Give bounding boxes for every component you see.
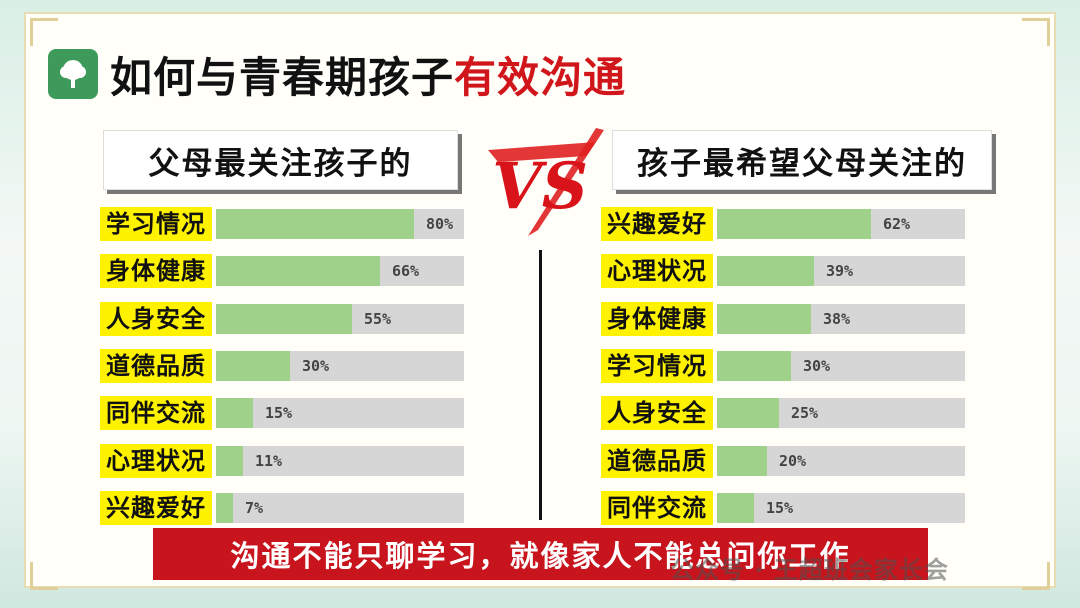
bar-track: 38% bbox=[717, 303, 965, 334]
category-label: 同伴交流 bbox=[100, 396, 212, 431]
value-label: 30% bbox=[803, 356, 831, 375]
value-label: 66% bbox=[392, 262, 420, 281]
bar-track: 55% bbox=[216, 303, 464, 334]
value-label: 7% bbox=[245, 498, 264, 517]
corner-ornament bbox=[1022, 18, 1050, 46]
category-label: 心理状况 bbox=[100, 443, 212, 478]
bar bbox=[216, 209, 414, 239]
bar-row: 同伴交流 15% bbox=[601, 490, 965, 525]
bar-row: 道德品质 20% bbox=[601, 443, 965, 478]
value-label: 15% bbox=[265, 404, 293, 423]
category-label: 学习情况 bbox=[100, 207, 212, 241]
category-label: 兴趣爱好 bbox=[601, 207, 713, 241]
bar bbox=[216, 398, 253, 429]
title-bar: 如何与青春期孩子有效沟通 bbox=[48, 46, 626, 102]
category-label: 身体健康 bbox=[100, 254, 212, 289]
category-label: 学习情况 bbox=[601, 348, 713, 383]
bar-track: 66% bbox=[216, 256, 464, 287]
category-label: 同伴交流 bbox=[601, 490, 713, 525]
bar-row: 身体健康 38% bbox=[601, 301, 965, 336]
bar-row: 心理状况 11% bbox=[100, 443, 464, 478]
page-title: 如何与青春期孩子有效沟通 bbox=[110, 52, 627, 102]
category-label: 道德品质 bbox=[100, 348, 212, 383]
vs-label: VS bbox=[492, 149, 588, 224]
summary-banner: 沟通不能只聊学习，就像家人不能总问你工作 bbox=[153, 528, 928, 580]
bar-track: 30% bbox=[216, 350, 464, 381]
bar-row: 兴趣爱好 7% bbox=[100, 490, 464, 525]
bar bbox=[216, 256, 380, 287]
category-label: 人身安全 bbox=[100, 301, 212, 336]
value-label: 15% bbox=[766, 498, 794, 517]
corner-ornament bbox=[30, 562, 58, 590]
bar bbox=[717, 398, 779, 429]
value-label: 11% bbox=[255, 451, 283, 470]
bar-row: 学习情况 30% bbox=[601, 348, 965, 383]
value-label: 25% bbox=[791, 404, 819, 423]
vs-emblem: VS bbox=[478, 110, 608, 260]
corner-ornament bbox=[1022, 562, 1050, 590]
right-chart-heading: 孩子最希望父母关注的 bbox=[612, 130, 992, 190]
bar bbox=[717, 350, 791, 381]
bar-row: 身体健康 66% bbox=[100, 254, 464, 289]
corner-ornament bbox=[30, 18, 58, 46]
category-label: 人身安全 bbox=[601, 396, 713, 431]
bar-track: 15% bbox=[216, 398, 464, 429]
bar bbox=[216, 350, 290, 381]
bar-track: 25% bbox=[717, 398, 965, 429]
category-label: 心理状况 bbox=[601, 254, 713, 289]
value-label: 80% bbox=[426, 215, 454, 233]
bar-row: 兴趣爱好 62% bbox=[601, 207, 965, 241]
value-label: 39% bbox=[826, 262, 854, 281]
category-label: 道德品质 bbox=[601, 443, 713, 478]
category-label: 身体健康 bbox=[601, 301, 713, 336]
center-divider bbox=[539, 250, 542, 520]
bar-track: 62% bbox=[717, 209, 965, 239]
bar-track: 30% bbox=[717, 350, 965, 381]
bar-row: 同伴交流 15% bbox=[100, 396, 464, 431]
bar-track: 20% bbox=[717, 445, 965, 476]
bar-track: 11% bbox=[216, 445, 464, 476]
bar bbox=[216, 303, 352, 334]
bar-row: 人身安全 55% bbox=[100, 301, 464, 336]
value-label: 55% bbox=[364, 309, 392, 328]
bar bbox=[717, 256, 814, 287]
bar-row: 道德品质 30% bbox=[100, 348, 464, 383]
value-label: 20% bbox=[779, 451, 807, 470]
bar-row: 学习情况 80% bbox=[100, 207, 464, 241]
bar-row: 心理状况 39% bbox=[601, 254, 965, 289]
bar-track: 7% bbox=[216, 492, 464, 523]
bar bbox=[717, 445, 767, 476]
bar-row: 人身安全 25% bbox=[601, 396, 965, 431]
bar bbox=[717, 303, 811, 334]
category-label: 兴趣爱好 bbox=[100, 490, 212, 525]
left-chart-heading: 父母最关注孩子的 bbox=[103, 130, 458, 190]
bar bbox=[717, 209, 871, 239]
bar-track: 80% bbox=[216, 209, 464, 239]
value-label: 38% bbox=[823, 309, 851, 328]
tree-icon bbox=[48, 49, 98, 99]
bar bbox=[717, 492, 754, 523]
bar bbox=[216, 492, 233, 523]
value-label: 62% bbox=[883, 215, 911, 233]
bar bbox=[216, 445, 243, 476]
bar-track: 39% bbox=[717, 256, 965, 287]
watermark: 公众号 · 王超班会家长会 bbox=[670, 556, 949, 584]
value-label: 30% bbox=[302, 356, 330, 375]
bar-track: 15% bbox=[717, 492, 965, 523]
